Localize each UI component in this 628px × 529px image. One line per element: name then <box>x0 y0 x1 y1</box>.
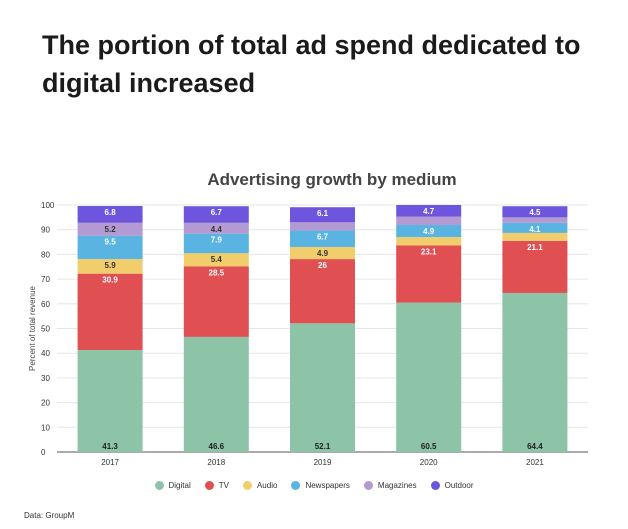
bar-segment-magazines <box>290 222 355 231</box>
legend-label: Digital <box>168 481 191 490</box>
data-label: 30.9 <box>102 276 118 285</box>
y-tick-label: 90 <box>41 226 50 235</box>
bar-segment-digital <box>183 336 249 452</box>
x-tick-label: 2019 <box>314 458 332 467</box>
data-label: 46.6 <box>209 442 225 451</box>
data-label: 4.5 <box>529 208 541 217</box>
data-label: 21.1 <box>527 243 543 252</box>
y-tick-label: 60 <box>41 300 50 309</box>
bar-segment-newspapers <box>290 230 355 247</box>
data-label: 28.5 <box>209 269 225 278</box>
y-tick-label: 100 <box>41 201 55 210</box>
data-label: 6.7 <box>211 208 223 217</box>
x-tick-label: 2017 <box>101 458 119 467</box>
data-label: 5.4 <box>211 255 223 264</box>
data-label: 4.9 <box>423 227 435 236</box>
bar-segment-magazines <box>183 222 249 234</box>
x-tick-label: 2021 <box>526 458 544 467</box>
bar-segment-audio <box>77 259 143 274</box>
x-tick-label: 2018 <box>207 458 225 467</box>
y-tick-label: 80 <box>41 250 50 259</box>
bar-segment-audio <box>290 246 355 260</box>
data-label: 4.4 <box>211 225 223 234</box>
bar-segment-outdoor <box>502 206 568 218</box>
legend-item-digital: Digital <box>154 481 191 490</box>
bar-segment-magazines <box>77 222 143 236</box>
data-label: 41.3 <box>102 442 118 451</box>
y-tick-label: 0 <box>41 448 46 457</box>
y-tick-label: 70 <box>41 275 50 284</box>
legend-item-newspapers: Newspapers <box>291 481 350 490</box>
bar-segment-outdoor <box>396 205 462 217</box>
data-label: 5.9 <box>105 261 117 270</box>
legend-label: Outdoor <box>444 481 474 490</box>
legend-label: Audio <box>256 481 278 490</box>
legend-item-audio: Audio <box>242 481 278 490</box>
bar-segment-digital <box>502 292 568 452</box>
bar-segment-digital <box>396 302 462 452</box>
source-note: Data: GroupM <box>24 511 75 520</box>
chart-title: Advertising growth by medium <box>207 170 457 189</box>
data-label: 23.1 <box>421 248 437 257</box>
bar-segment-tv <box>396 245 462 303</box>
bar-segment-newspapers <box>502 222 568 233</box>
data-label: 4.9 <box>317 249 329 258</box>
data-label: 5.2 <box>105 225 117 234</box>
chart-legend: Digital TV Audio Newspapers Magazines Outdoor <box>0 481 628 490</box>
data-label: 6.1 <box>317 209 329 218</box>
bar-segment-magazines <box>502 217 568 223</box>
bar-segment-audio <box>396 237 462 246</box>
data-label: 7.9 <box>211 236 223 245</box>
bar-segment-tv <box>183 266 249 337</box>
legend-swatch <box>154 481 164 490</box>
data-label: 60.5 <box>421 442 437 451</box>
bar-segment-newspapers <box>77 235 143 260</box>
bar-segment-tv <box>502 240 568 293</box>
bar-segment-audio <box>183 253 249 267</box>
bar-segment-newspapers <box>183 233 249 254</box>
bar-segment-audio <box>502 232 568 241</box>
data-label: 6.8 <box>105 208 117 217</box>
bar-segment-outdoor <box>77 205 143 223</box>
y-tick-label: 40 <box>41 349 50 358</box>
legend-swatch <box>430 481 440 490</box>
legend-swatch <box>204 481 214 490</box>
legend-swatch <box>242 481 252 490</box>
y-tick-label: 10 <box>41 423 50 432</box>
legend-item-outdoor: Outdoor <box>430 481 474 490</box>
y-axis-label: Percent of total revenue <box>28 285 37 370</box>
bar-segment-tv <box>77 273 143 350</box>
bar-segment-tv <box>290 259 355 324</box>
data-label: 9.5 <box>105 238 117 247</box>
data-label: 26 <box>318 261 327 270</box>
legend-label: Newspapers <box>305 481 350 490</box>
data-label: 4.7 <box>423 207 435 216</box>
bar-segment-digital <box>77 349 143 452</box>
legend-label: TV <box>218 481 229 490</box>
bar-segment-outdoor <box>183 206 249 223</box>
y-tick-label: 50 <box>41 325 50 334</box>
data-label: 64.4 <box>527 442 543 451</box>
y-tick-label: 20 <box>41 399 50 408</box>
legend-swatch <box>363 481 373 490</box>
bar-segment-digital <box>290 323 355 452</box>
bar-segment-newspapers <box>396 225 462 238</box>
data-label: 52.1 <box>315 442 331 451</box>
legend-label: Magazines <box>377 481 417 490</box>
bar-segment-outdoor <box>290 207 355 223</box>
x-tick-label: 2020 <box>420 458 438 467</box>
legend-item-magazines: Magazines <box>363 481 417 490</box>
data-label: 6.7 <box>317 232 329 241</box>
legend-item-tv: TV <box>204 481 229 490</box>
legend-swatch <box>291 481 301 490</box>
headline: The portion of total ad spend dedicated … <box>42 30 581 98</box>
y-tick-label: 30 <box>41 374 50 383</box>
bar-segment-magazines <box>396 216 462 226</box>
data-label: 4.1 <box>529 225 541 234</box>
